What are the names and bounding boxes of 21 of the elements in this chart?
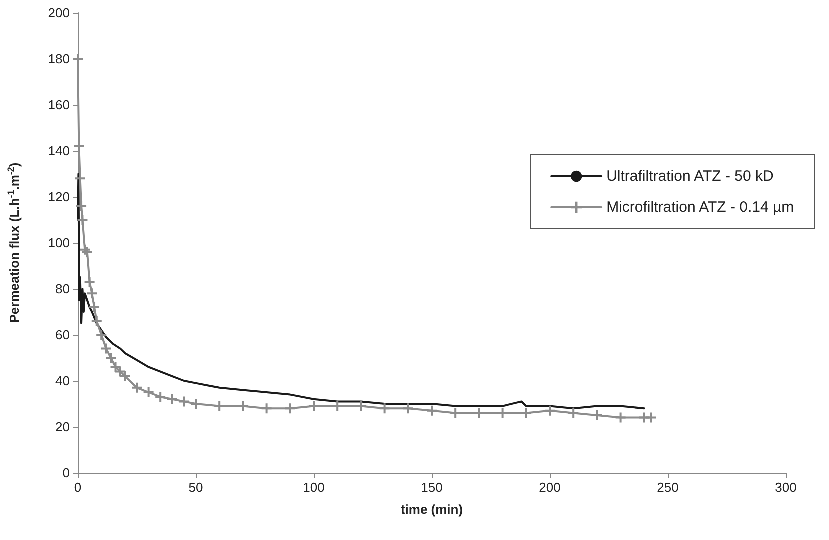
x-tick-label: 150 bbox=[421, 480, 443, 495]
y-tick-label: 180 bbox=[48, 52, 70, 66]
y-tick-label: 120 bbox=[48, 190, 70, 204]
x-tick-label: 100 bbox=[303, 480, 325, 495]
x-axis-title: time (min) bbox=[400, 502, 464, 517]
x-tick-label: 50 bbox=[188, 480, 204, 495]
y-tick-label: 60 bbox=[56, 328, 70, 342]
y-tick-label: 100 bbox=[48, 236, 70, 250]
x-tick-label: 0 bbox=[74, 480, 82, 495]
y-tick-label: 160 bbox=[48, 98, 70, 112]
x-tick-label: 250 bbox=[657, 480, 679, 495]
y-tick-label: 0 bbox=[62, 466, 70, 480]
x-tick-label: 200 bbox=[539, 480, 561, 495]
legend-label: Microfiltration ATZ - 0.14 µm bbox=[606, 199, 794, 216]
y-tick-label: 140 bbox=[48, 144, 70, 158]
legend-label: Ultrafiltration ATZ - 50 kD bbox=[606, 168, 774, 185]
y-tick-label: 20 bbox=[56, 420, 70, 434]
y-tick-label: 80 bbox=[56, 282, 70, 296]
x-tick-label: 300 bbox=[775, 480, 797, 495]
y-tick-label: 200 bbox=[48, 6, 70, 20]
y-tick-label: 40 bbox=[56, 374, 70, 388]
